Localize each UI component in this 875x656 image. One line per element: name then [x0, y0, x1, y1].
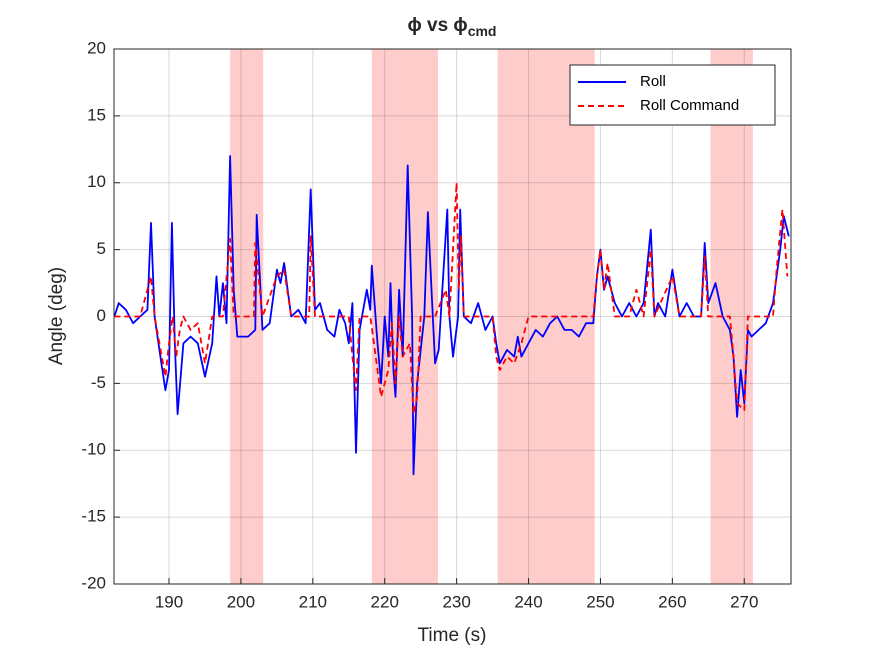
legend-label: Roll: [640, 73, 666, 90]
x-axis-label: Time (s): [418, 625, 487, 646]
y-tick-label: -20: [81, 573, 106, 592]
y-tick-label: 0: [97, 306, 106, 325]
x-tick-label: 190: [155, 592, 183, 611]
y-tick-label: 20: [87, 38, 106, 57]
x-tick-label: 210: [299, 592, 327, 611]
y-tick-label: 5: [97, 239, 106, 258]
y-tick-label: -5: [91, 373, 106, 392]
x-tick-label: 260: [658, 592, 686, 611]
title-text: ϕ vs ϕ: [408, 15, 468, 36]
y-tick-label: -15: [81, 507, 106, 526]
plot-area: [113, 48, 792, 585]
chart-title: ϕ vs ϕcmd: [408, 15, 497, 39]
x-tick-label: 200: [227, 592, 255, 611]
x-tick-label: 220: [371, 592, 399, 611]
title-subscript: cmd: [468, 23, 497, 39]
legend-box: [569, 64, 776, 126]
legend-label: Roll Command: [640, 97, 739, 114]
x-tick-label: 240: [514, 592, 542, 611]
y-axis-label: Angle (deg): [46, 267, 67, 365]
y-tick-label: -10: [81, 440, 106, 459]
series-line: [114, 181, 789, 415]
y-tick-label: 15: [87, 105, 106, 124]
x-tick-label: 250: [586, 592, 614, 611]
y-tick-label: 10: [87, 172, 106, 191]
axes-box: [113, 48, 792, 585]
x-tick-label: 270: [730, 592, 758, 611]
x-tick-label: 230: [442, 592, 470, 611]
series-line: [113, 155, 790, 476]
